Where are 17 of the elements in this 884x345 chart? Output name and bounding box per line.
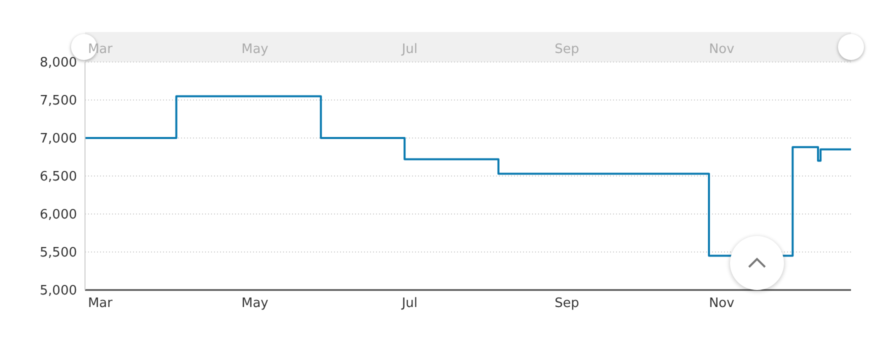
y-tick-label: 5,500 — [40, 246, 77, 261]
y-tick-label: 6,500 — [40, 170, 77, 185]
x2-tick-label: Sep — [554, 296, 580, 312]
x-tick-label: Nov — [708, 42, 735, 57]
x2-tick-label: Mar — [88, 296, 114, 312]
y-tick-label: 8,000 — [40, 56, 77, 71]
y-tick-label: 5,000 — [40, 284, 77, 299]
x2-tick-label: Jul — [400, 296, 418, 312]
y-tick-label: 6,000 — [40, 208, 77, 223]
x-tick-label: Jul — [400, 42, 418, 57]
x2-tick-label: Nov — [708, 296, 735, 312]
x2-tick-label: May — [241, 296, 269, 312]
y-tick-label: 7,500 — [40, 94, 77, 109]
x-tick-label: Sep — [554, 42, 580, 57]
x-tick-label: Mar — [88, 42, 114, 57]
y-tick-label: 7,000 — [40, 132, 77, 147]
x-tick-label: May — [241, 42, 269, 57]
